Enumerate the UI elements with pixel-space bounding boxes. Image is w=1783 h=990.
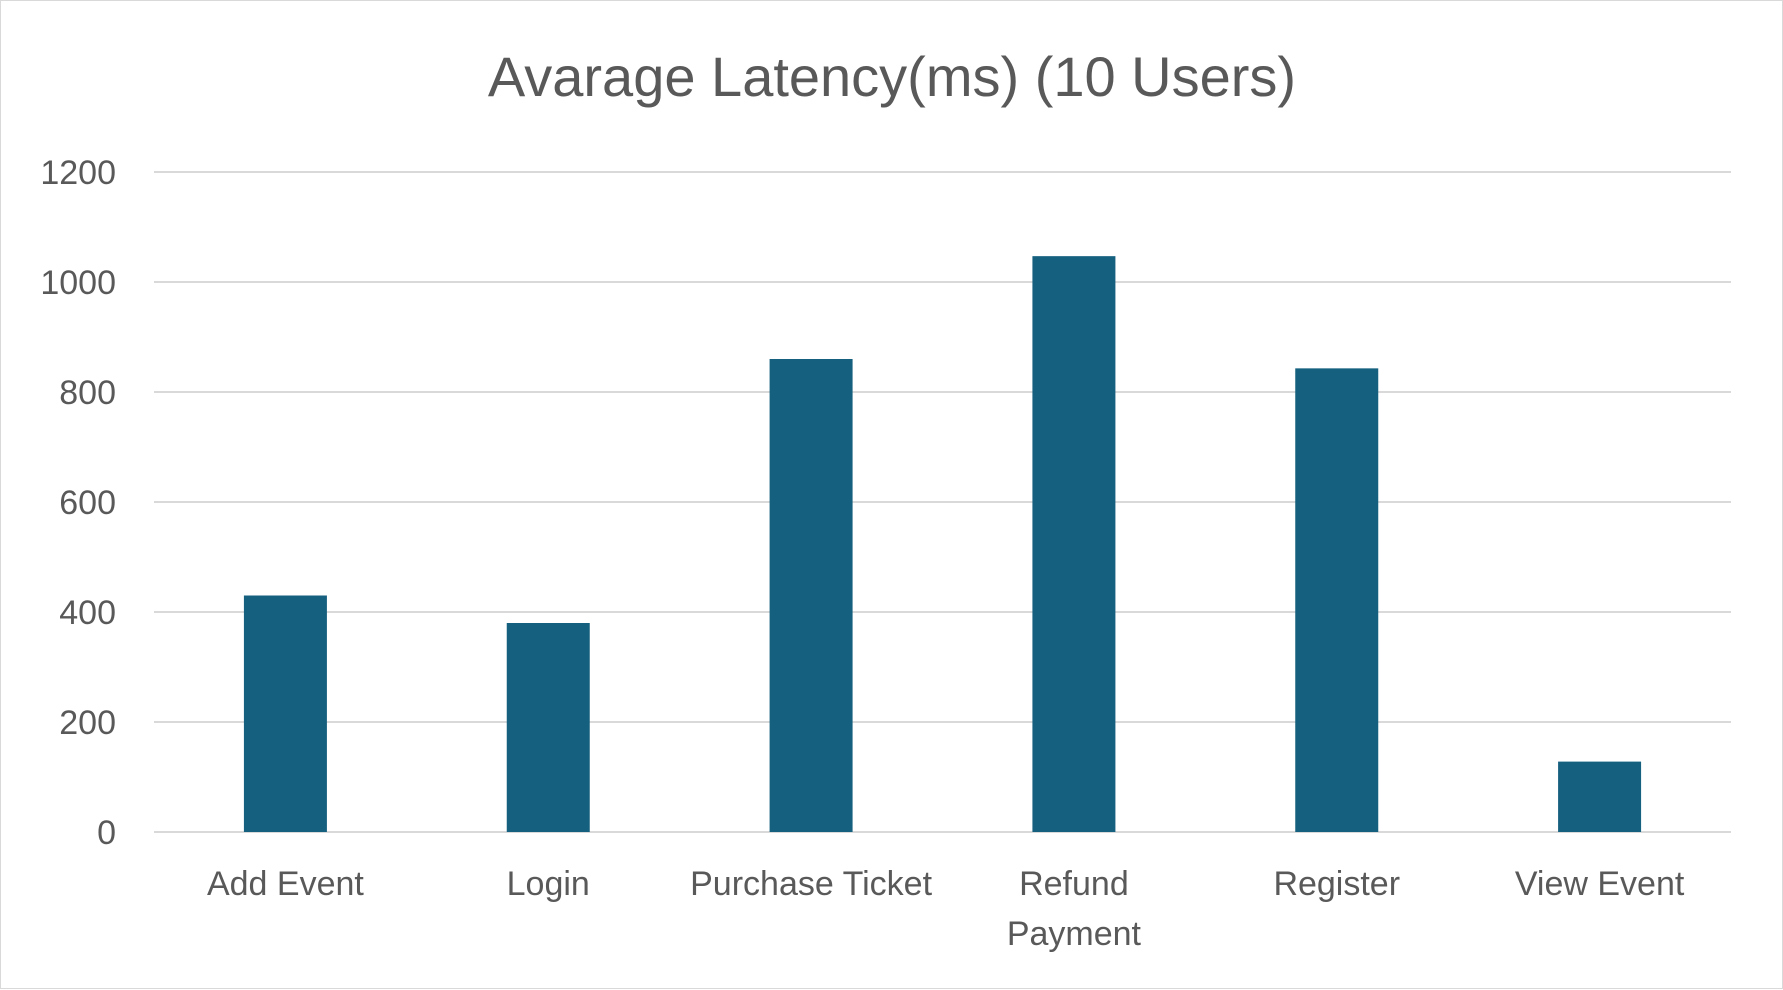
y-tick-label: 1200	[40, 154, 116, 192]
x-category-label-line: Add Event	[207, 865, 364, 903]
gridlines	[154, 171, 1731, 833]
y-tick-label: 0	[97, 814, 116, 852]
x-axis-categories: Add Event Login Purchase Ticket Refund Payme…	[207, 865, 1685, 953]
y-axis-ticks: 0 200 400 600 800 1000 1200	[40, 154, 116, 852]
x-category-label-line: Register	[1273, 865, 1400, 903]
x-category-label-line: Purchase Ticket	[690, 865, 932, 903]
bars	[243, 256, 1642, 832]
bar	[243, 595, 327, 832]
y-tick-label: 1000	[40, 264, 116, 302]
bar	[1558, 761, 1642, 832]
x-category-label: Add Event	[207, 865, 364, 903]
x-category-label: Purchase Ticket	[690, 865, 932, 903]
x-category-label-line: Login	[507, 865, 590, 903]
bar	[1032, 256, 1116, 832]
x-category-label: View Event	[1515, 865, 1685, 903]
chart-title: Avarage Latency(ms) (10 Users)	[488, 45, 1296, 108]
bar	[769, 359, 853, 832]
y-tick-label: 200	[59, 704, 116, 742]
bar	[1295, 368, 1379, 832]
y-tick-label: 400	[59, 594, 116, 632]
x-category-label-line: Payment	[1007, 915, 1142, 953]
x-category-label: Register	[1273, 865, 1400, 903]
x-category-label: Login	[507, 865, 590, 903]
x-category-label-line: Refund	[1019, 865, 1129, 903]
bar	[506, 623, 590, 832]
y-tick-label: 600	[59, 484, 116, 522]
y-tick-label: 800	[59, 374, 116, 412]
x-category-label-line: View Event	[1515, 865, 1685, 903]
x-category-label: Refund Payment	[1007, 865, 1142, 953]
